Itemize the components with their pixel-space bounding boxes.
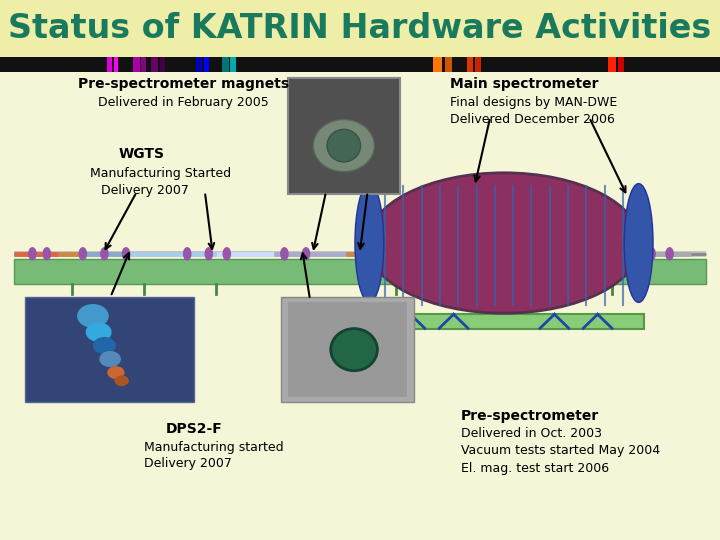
Bar — [151, 57, 158, 72]
Bar — [0, 57, 720, 72]
Bar — [288, 302, 407, 397]
Ellipse shape — [183, 247, 192, 261]
Circle shape — [93, 337, 116, 354]
Ellipse shape — [330, 328, 377, 370]
Ellipse shape — [78, 247, 87, 261]
Text: DPS2-F: DPS2-F — [166, 422, 222, 436]
Bar — [281, 297, 414, 402]
Bar — [160, 57, 165, 72]
Circle shape — [86, 322, 112, 342]
Circle shape — [114, 375, 129, 386]
Ellipse shape — [313, 119, 374, 172]
Ellipse shape — [608, 247, 616, 261]
Bar — [204, 57, 209, 72]
Text: Delivery 2007: Delivery 2007 — [101, 184, 189, 197]
Bar — [141, 57, 146, 72]
Text: Manufacturing Started: Manufacturing Started — [90, 167, 231, 180]
Bar — [475, 57, 481, 72]
Ellipse shape — [327, 130, 361, 162]
Bar — [288, 78, 400, 194]
Ellipse shape — [665, 247, 674, 261]
Ellipse shape — [624, 184, 653, 302]
Text: Manufacturing started: Manufacturing started — [144, 441, 284, 454]
Text: Main spectrometer: Main spectrometer — [450, 77, 598, 91]
Text: Status of KATRIN Hardware Activities: Status of KATRIN Hardware Activities — [9, 11, 711, 45]
Text: Pre-spectrometer magnets: Pre-spectrometer magnets — [78, 77, 289, 91]
Bar — [445, 57, 452, 72]
Text: Vacuum tests started May 2004: Vacuum tests started May 2004 — [461, 444, 660, 457]
Ellipse shape — [280, 247, 289, 261]
Bar — [374, 314, 644, 329]
Bar — [618, 57, 624, 72]
Bar — [14, 259, 706, 284]
Ellipse shape — [42, 247, 51, 261]
Ellipse shape — [28, 247, 37, 261]
Ellipse shape — [626, 247, 634, 261]
Text: Final designs by MAN-DWE: Final designs by MAN-DWE — [450, 96, 617, 109]
Text: Delivered in February 2005: Delivered in February 2005 — [98, 96, 269, 109]
Bar — [467, 57, 473, 72]
Ellipse shape — [204, 247, 213, 261]
Ellipse shape — [355, 184, 384, 302]
Bar — [133, 57, 140, 72]
Text: El. mag. test start 2006: El. mag. test start 2006 — [461, 462, 609, 475]
Circle shape — [77, 304, 109, 328]
Circle shape — [99, 351, 121, 367]
Bar — [222, 57, 229, 72]
Bar — [107, 57, 112, 72]
Ellipse shape — [302, 247, 310, 261]
Text: Delivery 2007: Delivery 2007 — [144, 457, 232, 470]
Text: Delivered December 2006: Delivered December 2006 — [450, 113, 615, 126]
Bar — [114, 57, 118, 72]
Bar — [25, 297, 194, 402]
Ellipse shape — [100, 247, 109, 261]
Bar — [0, 0, 720, 57]
Ellipse shape — [367, 173, 641, 313]
Ellipse shape — [122, 247, 130, 261]
Bar — [608, 57, 616, 72]
Bar — [230, 57, 236, 72]
Ellipse shape — [647, 247, 656, 261]
Bar — [433, 57, 442, 72]
Circle shape — [107, 366, 125, 379]
Text: Pre-spectrometer: Pre-spectrometer — [461, 409, 599, 423]
Text: WGTS: WGTS — [119, 147, 165, 161]
Ellipse shape — [222, 247, 231, 261]
Bar — [196, 57, 202, 72]
Text: Delivered in Oct. 2003: Delivered in Oct. 2003 — [461, 427, 602, 440]
